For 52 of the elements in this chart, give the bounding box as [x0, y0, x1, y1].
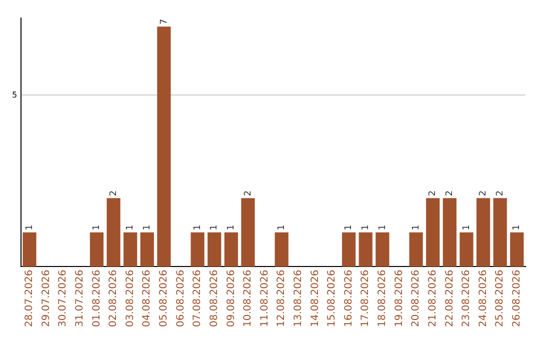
data-label: 1 [226, 224, 237, 230]
x-tick-label: 26.08.2026 [511, 270, 522, 328]
x-tick-label: 30.07.2026 [58, 270, 69, 328]
x-tick-label: 21.08.2026 [427, 270, 438, 328]
data-label: 1 [411, 224, 422, 230]
data-label: 2 [108, 190, 119, 196]
x-tick-label: 29.07.2026 [40, 270, 52, 328]
x-tick-label: 08.08.2026 [208, 270, 220, 328]
x-tick-label: 06.08.2026 [175, 270, 186, 328]
data-label: 1 [360, 224, 371, 230]
data-label: 7 [159, 18, 170, 25]
x-tick-label: 01.08.2026 [91, 270, 102, 328]
data-label: 2 [445, 190, 456, 196]
x-tick-label: 15.08.2026 [326, 270, 338, 328]
x-tick-label: 18.08.2026 [377, 270, 388, 328]
data-label: 1 [142, 224, 152, 230]
x-tick-label: 07.08.2026 [192, 270, 204, 328]
data-label: 1 [378, 224, 388, 230]
x-tick-label: 04.08.2026 [142, 270, 153, 328]
data-label: 1 [276, 224, 287, 230]
x-tick-label: 24.08.2026 [478, 270, 489, 328]
y-tick-label: 5 [12, 90, 18, 100]
data-label: 1 [210, 224, 220, 230]
x-tick-label: 28.07.2026 [24, 270, 36, 328]
data-label: 1 [126, 224, 136, 230]
data-label: 1 [192, 224, 203, 230]
data-label: 2 [428, 190, 438, 196]
x-tick-label: 17.08.2026 [360, 270, 372, 328]
x-tick-label: 10.08.2026 [242, 270, 254, 328]
x-tick-label: 03.08.2026 [124, 270, 136, 328]
x-tick-label: 09.08.2026 [226, 270, 237, 328]
x-tick-label: 22.08.2026 [444, 270, 456, 328]
data-label: 1 [462, 224, 472, 230]
x-tick-label: 11.08.2026 [259, 270, 270, 328]
x-tick-label: 20.08.2026 [410, 270, 422, 328]
data-label: 1 [344, 224, 354, 230]
x-tick-label: 13.08.2026 [293, 270, 304, 328]
x-tick-label: 31.07.2026 [74, 270, 86, 328]
data-label: 2 [478, 190, 489, 196]
x-tick-label: 12.08.2026 [276, 270, 288, 328]
data-label: 1 [512, 224, 522, 230]
data-label: 2 [243, 190, 254, 196]
data-label: 1 [92, 224, 102, 230]
x-tick-label: 02.08.2026 [108, 270, 120, 328]
x-tick-label: 05.08.2026 [158, 270, 170, 328]
x-tick-label: 23.08.2026 [461, 270, 472, 328]
x-tick-label: 16.08.2026 [343, 270, 354, 328]
x-tick-label: 14.08.2026 [310, 270, 321, 328]
data-label: 1 [24, 224, 35, 230]
x-tick-label: 19.08.2026 [394, 270, 405, 328]
data-label: 2 [495, 190, 506, 196]
x-tick-label: 25.08.2026 [494, 270, 506, 328]
